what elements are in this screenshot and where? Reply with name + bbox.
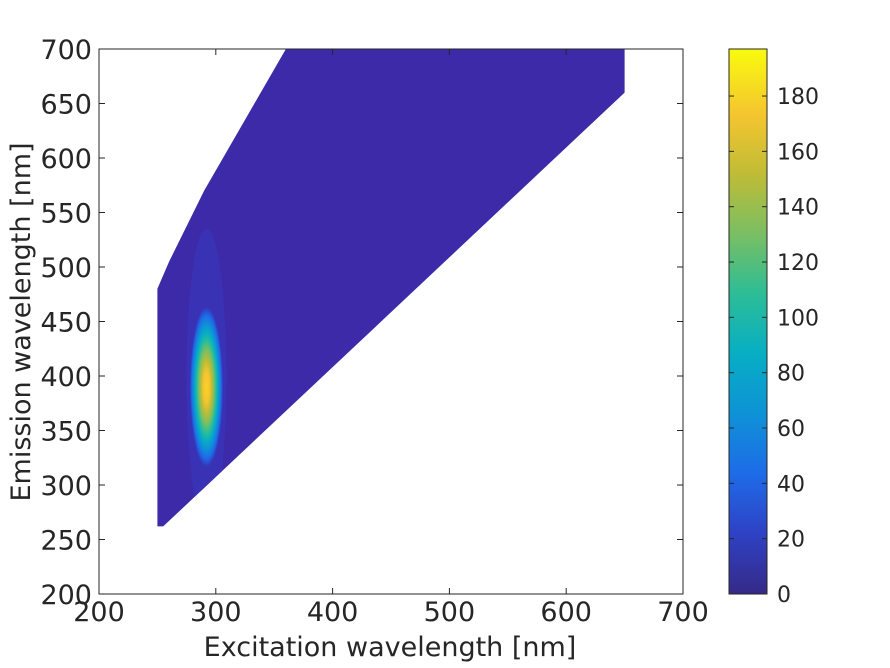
y-tick-label: 300 — [40, 471, 92, 502]
x-tick-label: 700 — [657, 597, 709, 628]
y-tick-label: 450 — [40, 308, 92, 339]
colorbar-tick-label: 0 — [777, 583, 791, 608]
y-tick-label: 250 — [40, 526, 92, 557]
colorbar-tick-label: 100 — [777, 306, 819, 331]
colorbar — [729, 49, 767, 594]
y-tick-label: 650 — [40, 90, 92, 121]
x-axis-label: Excitation wavelength [nm] — [204, 632, 577, 663]
data-region — [157, 49, 625, 527]
x-tick-label: 500 — [424, 597, 476, 628]
y-tick-label: 200 — [40, 580, 92, 611]
colorbar-tick-label: 20 — [777, 528, 805, 553]
peak-contour — [189, 304, 224, 469]
y-tick-label: 550 — [40, 199, 92, 230]
y-tick-label: 700 — [40, 35, 92, 66]
x-tick-label: 200 — [73, 597, 125, 628]
colorbar-tick-label: 180 — [777, 85, 819, 110]
y-axis-label: Emission wavelength [nm] — [6, 142, 37, 501]
colorbar-tick-label: 140 — [777, 196, 819, 221]
colorbar-tick-label: 40 — [777, 472, 805, 497]
colorbar-tick-label: 160 — [777, 140, 819, 165]
x-tick-label: 600 — [540, 597, 592, 628]
colorbar-frame — [728, 48, 768, 595]
peak-group — [186, 228, 227, 525]
colorbar-tick-label: 120 — [777, 251, 819, 276]
y-tick-label: 400 — [40, 362, 92, 393]
y-tick-label: 600 — [40, 144, 92, 175]
y-tick-label: 350 — [40, 417, 92, 448]
colorbar-tick-label: 60 — [777, 417, 805, 442]
x-tick-label: 300 — [190, 597, 242, 628]
x-tick-label: 400 — [307, 597, 359, 628]
colorbar-tick-label: 80 — [777, 362, 805, 387]
y-tick-label: 500 — [40, 253, 92, 284]
